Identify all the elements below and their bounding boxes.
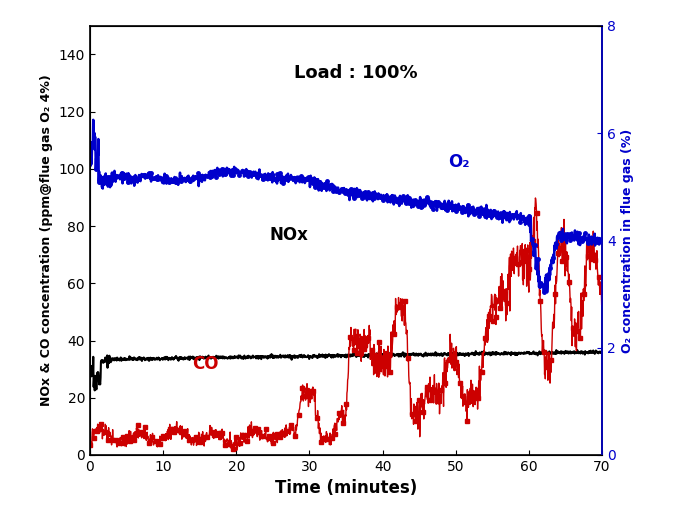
Text: Load : 100%: Load : 100%: [294, 65, 418, 83]
Text: O₂: O₂: [448, 154, 470, 172]
Text: CO: CO: [192, 355, 219, 373]
Y-axis label: O₂ concentration in flue gas (%): O₂ concentration in flue gas (%): [621, 128, 635, 353]
X-axis label: Time (minutes): Time (minutes): [275, 479, 417, 497]
Y-axis label: NOx & CO concentration (ppm@flue gas O₂ 4%): NOx & CO concentration (ppm@flue gas O₂ …: [40, 74, 53, 406]
Text: NOx: NOx: [269, 226, 308, 245]
